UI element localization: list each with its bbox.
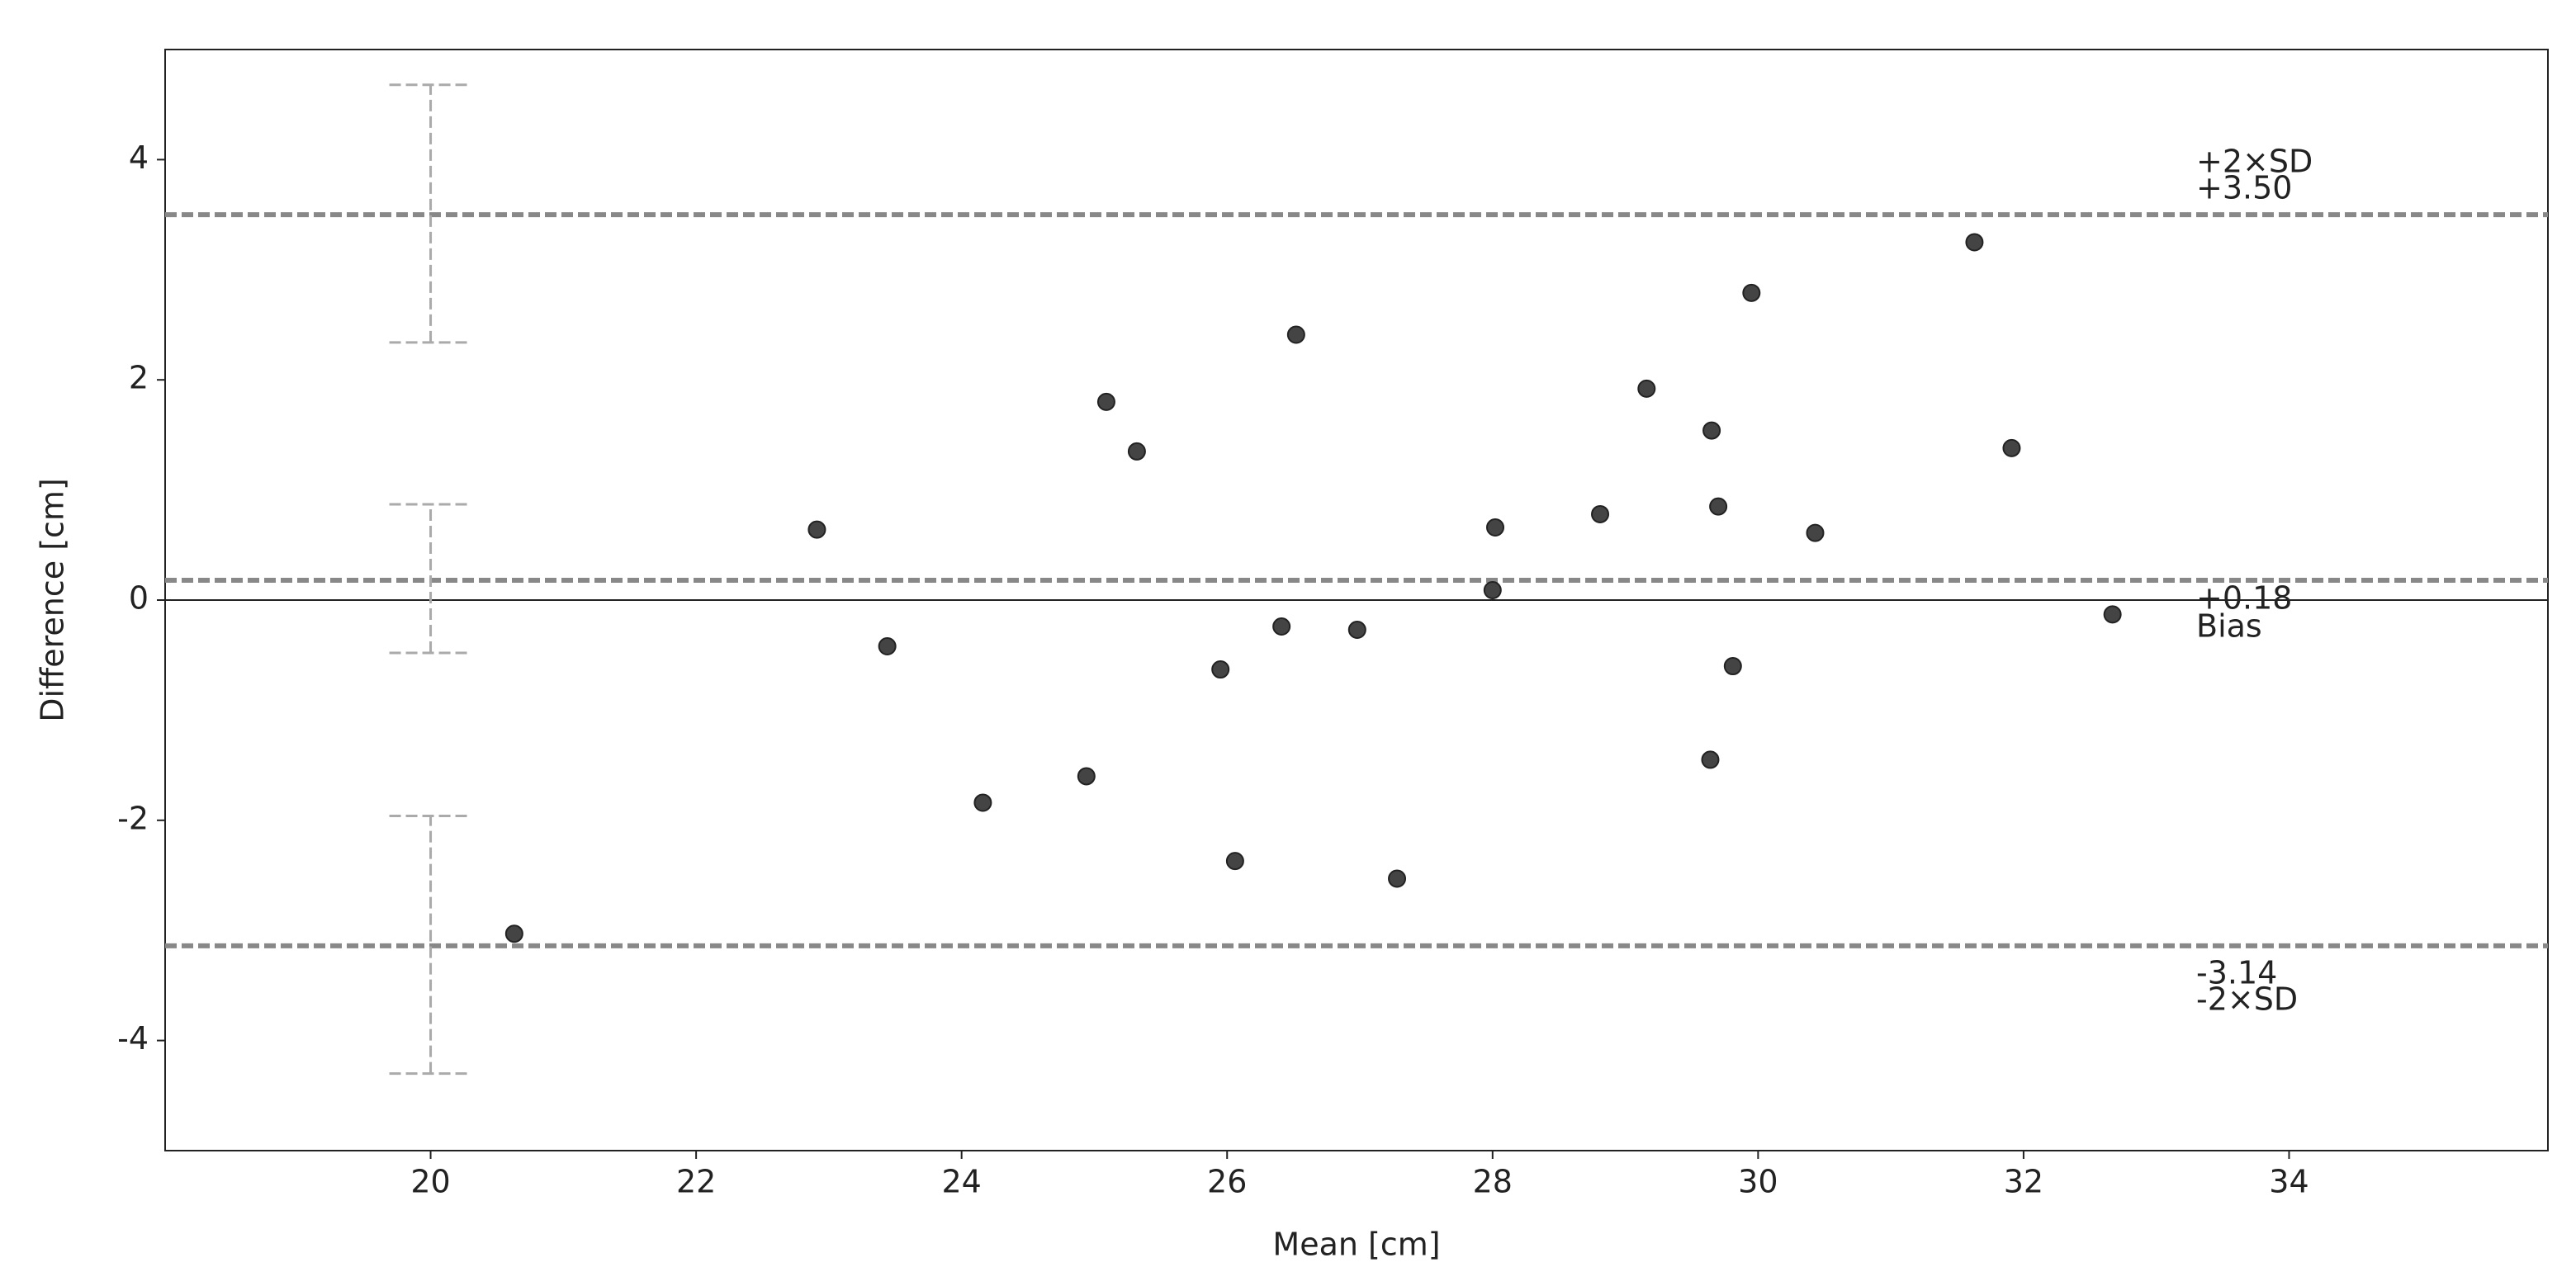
line-name: +2×SD [2196,144,2313,180]
point [1702,421,1721,440]
point [878,637,897,656]
line-name: Bias [2196,608,2262,644]
x-tick-label: 20 [410,1164,450,1200]
line-name: -2×SD [2196,981,2298,1017]
point [807,520,826,539]
y-tick-label: -4 [117,1020,149,1057]
point [1077,767,1096,786]
line-value-label: +3.50 [2196,170,2292,206]
x-tick-label: 34 [2269,1164,2308,1200]
x-tick-label: 30 [1738,1164,1778,1200]
point [1272,617,1291,636]
y-tick-label: -2 [117,800,149,836]
line-value-label: -3.14 [2196,954,2277,991]
point [1637,379,1656,398]
point [1965,233,1984,252]
x-axis-label: Mean [cm] [1272,1227,1440,1263]
point [1096,392,1115,411]
point [1388,869,1407,888]
point [1701,750,1720,769]
y-tick-label: 0 [129,580,149,617]
x-tick-label: 26 [1207,1164,1247,1200]
point [1127,442,1146,461]
x-tick-label: 24 [942,1164,982,1200]
y-axis-label: Difference [cm] [35,478,71,722]
y-tick-label: 4 [129,139,149,176]
point [1286,325,1305,344]
x-tick-label: 22 [676,1164,716,1200]
point [504,924,523,943]
point [1806,523,1825,542]
point [1709,497,1728,516]
x-tick-label: 28 [1473,1164,1513,1200]
x-tick-label: 32 [2004,1164,2043,1200]
point [1225,852,1244,871]
point [1347,621,1366,640]
point [2002,438,2021,457]
point [1211,660,1230,679]
point [973,793,992,812]
point [1483,580,1502,599]
point [1486,518,1505,537]
line-value-label: +0.18 [2196,579,2292,616]
point [1742,283,1761,302]
point [1591,504,1610,523]
point [1723,657,1742,676]
point [2103,605,2122,624]
y-tick-label: 2 [129,360,149,396]
